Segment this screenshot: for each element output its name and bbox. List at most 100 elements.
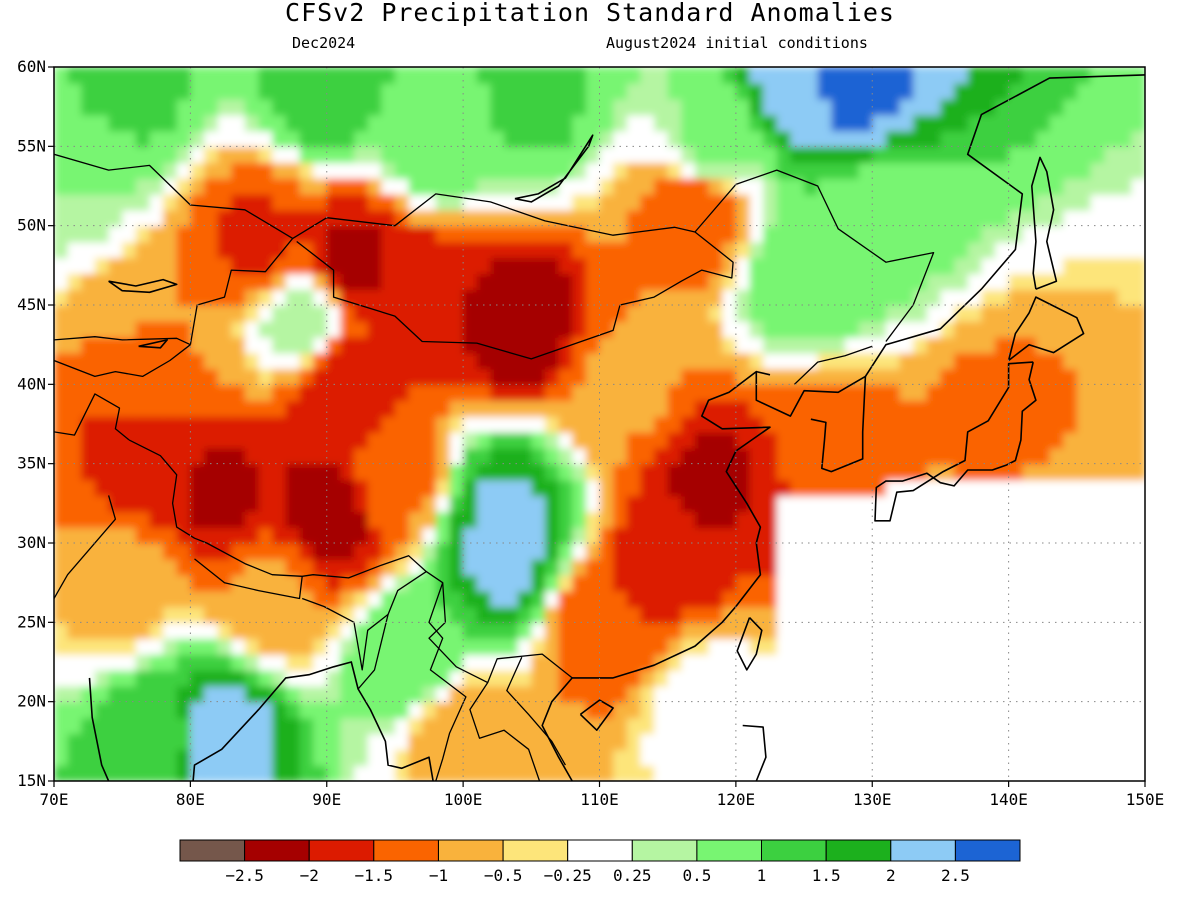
field-cell bbox=[354, 495, 369, 513]
field-cell bbox=[885, 416, 901, 433]
field-cell bbox=[135, 606, 151, 624]
field-cell bbox=[804, 82, 819, 100]
field-cell bbox=[340, 257, 355, 275]
field-cell bbox=[858, 733, 873, 751]
field-cell bbox=[81, 606, 96, 624]
field-cell bbox=[313, 336, 328, 354]
field-cell bbox=[149, 606, 164, 624]
field-cell bbox=[67, 638, 82, 655]
field-cell bbox=[313, 98, 328, 116]
field-cell bbox=[885, 368, 901, 386]
field-cell bbox=[272, 669, 287, 687]
field-cell bbox=[135, 527, 151, 544]
field-cell bbox=[340, 447, 355, 465]
field-cell bbox=[231, 511, 246, 528]
field-cell bbox=[231, 749, 246, 766]
field-cell bbox=[476, 685, 492, 703]
field-cell bbox=[940, 368, 955, 386]
field-cell bbox=[804, 717, 819, 735]
field-cell bbox=[326, 431, 342, 449]
field-cell bbox=[654, 241, 669, 259]
field-cell bbox=[926, 669, 942, 687]
field-cell bbox=[326, 416, 342, 433]
field-cell bbox=[190, 574, 205, 592]
field-cell bbox=[176, 400, 192, 417]
field-cell bbox=[981, 225, 996, 243]
field-cell bbox=[1117, 146, 1133, 163]
field-cell bbox=[681, 82, 696, 100]
field-cell bbox=[626, 558, 642, 576]
field-cell bbox=[244, 701, 260, 719]
field-cell bbox=[572, 162, 587, 179]
field-cell bbox=[626, 495, 642, 513]
field-cell bbox=[708, 479, 723, 497]
field-cell bbox=[654, 416, 669, 433]
field-cell bbox=[1049, 431, 1064, 449]
field-cell bbox=[504, 463, 519, 481]
field-cell bbox=[190, 352, 205, 370]
field-cell bbox=[667, 527, 683, 544]
field-cell bbox=[763, 511, 778, 528]
field-cell bbox=[1076, 416, 1092, 433]
field-cell bbox=[81, 558, 96, 576]
field-cell bbox=[967, 622, 983, 639]
field-cell bbox=[381, 717, 396, 735]
field-cell bbox=[258, 479, 273, 497]
field-cell bbox=[449, 527, 464, 544]
field-cell bbox=[531, 67, 546, 84]
field-cell bbox=[231, 336, 246, 354]
field-cell bbox=[613, 178, 628, 195]
field-cell bbox=[722, 669, 737, 687]
field-cell bbox=[763, 733, 778, 751]
field-cell bbox=[313, 495, 328, 513]
colorbar-swatch bbox=[308, 839, 375, 862]
field-cell bbox=[81, 479, 96, 497]
field-cell bbox=[190, 146, 205, 163]
field-cell bbox=[367, 289, 383, 306]
field-cell bbox=[845, 241, 860, 259]
field-cell bbox=[108, 241, 123, 259]
field-cell bbox=[1063, 558, 1078, 576]
field-cell bbox=[449, 749, 464, 766]
field-cell bbox=[681, 336, 696, 354]
field-cell bbox=[408, 558, 423, 576]
field-cell bbox=[1090, 162, 1105, 179]
field-cell bbox=[1049, 146, 1064, 163]
field-cell bbox=[54, 130, 69, 148]
field-cell bbox=[394, 241, 410, 259]
field-cell bbox=[1104, 241, 1119, 259]
colorbar-swatch bbox=[761, 839, 827, 862]
field-cell bbox=[1131, 717, 1145, 735]
field-cell bbox=[1076, 765, 1092, 781]
field-cell bbox=[654, 543, 669, 560]
field-cell bbox=[340, 98, 355, 116]
field-cell bbox=[313, 384, 328, 401]
field-cell bbox=[258, 558, 273, 576]
field-cell bbox=[613, 67, 628, 84]
field-cell bbox=[285, 495, 301, 513]
field-cell bbox=[695, 574, 710, 592]
field-cell bbox=[1008, 749, 1023, 766]
field-cell bbox=[517, 416, 533, 433]
field-cell bbox=[313, 669, 328, 687]
field-cell bbox=[858, 225, 873, 243]
field-cell bbox=[408, 717, 423, 735]
field-cell bbox=[94, 701, 110, 719]
field-cell bbox=[954, 765, 969, 781]
field-cell bbox=[1035, 352, 1051, 370]
field-cell bbox=[176, 638, 192, 655]
field-cell bbox=[749, 669, 764, 687]
field-cell bbox=[722, 527, 737, 544]
field-cell bbox=[1076, 511, 1092, 528]
field-cell bbox=[1104, 463, 1119, 481]
field-cell bbox=[1063, 765, 1078, 781]
field-cell bbox=[476, 527, 492, 544]
field-cell bbox=[749, 352, 764, 370]
field-cell bbox=[545, 669, 560, 687]
field-cell bbox=[149, 479, 164, 497]
field-cell bbox=[804, 320, 819, 338]
field-cell bbox=[1008, 416, 1023, 433]
field-cell bbox=[885, 701, 901, 719]
field-cell bbox=[749, 336, 764, 354]
field-cell bbox=[94, 558, 110, 576]
